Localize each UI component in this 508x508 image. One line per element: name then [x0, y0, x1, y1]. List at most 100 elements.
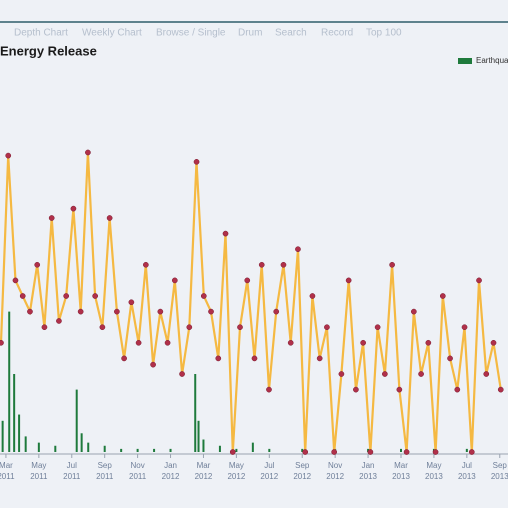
bar	[8, 311, 11, 452]
legend-swatch	[458, 58, 472, 64]
point	[418, 371, 424, 377]
point	[200, 293, 207, 299]
point	[396, 386, 403, 393]
point	[432, 449, 439, 455]
point	[367, 449, 374, 455]
x-tick-year: 2011	[0, 472, 15, 481]
point	[157, 308, 164, 315]
point	[454, 386, 461, 393]
bar	[1, 420, 4, 452]
bar	[194, 374, 197, 452]
point	[309, 293, 316, 299]
point	[77, 308, 84, 315]
point	[106, 215, 113, 221]
bar	[13, 374, 16, 452]
point	[287, 339, 294, 346]
x-tick-year: 2011	[63, 472, 81, 481]
bar	[268, 448, 271, 452]
point	[374, 324, 381, 331]
point	[237, 324, 243, 331]
point	[215, 355, 222, 362]
point	[490, 339, 497, 346]
point	[150, 361, 156, 368]
bar	[75, 389, 78, 452]
x-tick-year: 2013	[359, 472, 377, 481]
point	[41, 324, 48, 331]
point	[403, 449, 410, 455]
point	[389, 261, 395, 268]
point	[468, 449, 475, 455]
bar	[120, 448, 123, 452]
bar	[202, 439, 205, 452]
bar	[235, 448, 238, 452]
x-tick-label: Jul	[67, 461, 77, 470]
x-tick-label: Mar	[0, 461, 13, 470]
x-tick-label: Sep	[98, 461, 113, 470]
point	[229, 449, 236, 455]
x-tick-year: 2012	[326, 472, 344, 481]
point	[331, 449, 338, 455]
point	[251, 355, 258, 362]
point	[186, 324, 193, 331]
nav-tab[interactable]: Search	[275, 28, 307, 39]
x-tick-label: May	[426, 461, 441, 470]
point	[92, 293, 98, 299]
point	[208, 308, 214, 315]
x-tick-label: Jul	[264, 461, 274, 470]
x-tick-label: Mar	[197, 461, 211, 470]
x-tick-label: May	[229, 461, 244, 470]
point	[439, 293, 446, 299]
nav-tab[interactable]: Record	[321, 28, 353, 39]
x-tick-year: 2013	[458, 472, 476, 481]
line	[0, 152, 502, 453]
point	[382, 371, 388, 377]
x-tick-label: Jan	[362, 461, 375, 470]
nav-tab[interactable]: Drum	[238, 28, 262, 39]
x-tick-year: 2012	[260, 472, 278, 481]
point	[222, 230, 229, 237]
nav-tab[interactable]: Depth Chart	[14, 28, 68, 39]
point	[447, 355, 453, 362]
point	[19, 293, 26, 299]
nav-tab[interactable]: Weekly Chart	[82, 28, 142, 39]
point	[360, 339, 366, 346]
point	[142, 261, 149, 268]
point	[85, 149, 91, 156]
point	[266, 386, 272, 393]
bar	[54, 445, 57, 452]
nav-tab[interactable]: Browse / Single	[156, 28, 226, 39]
point	[258, 261, 265, 268]
point	[483, 371, 490, 377]
point	[164, 339, 171, 346]
point	[63, 293, 70, 299]
point	[280, 261, 287, 268]
point	[48, 215, 55, 221]
point	[497, 386, 504, 393]
point	[70, 205, 77, 212]
bar	[87, 442, 90, 452]
bar	[169, 448, 172, 452]
point	[171, 277, 178, 284]
bar	[24, 436, 27, 452]
bar	[37, 442, 40, 452]
point	[476, 277, 482, 284]
point	[0, 339, 4, 346]
x-tick-year: 2013	[491, 472, 508, 481]
nav-tab[interactable]: Top 100	[366, 28, 402, 39]
x-tick-label: Nov	[131, 461, 145, 470]
point	[425, 339, 432, 346]
x-tick-label: Nov	[328, 461, 342, 470]
point	[128, 299, 135, 306]
x-tick-year: 2011	[30, 472, 48, 481]
x-tick-year: 2012	[293, 472, 311, 481]
x-tick-label: Mar	[394, 461, 408, 470]
x-tick-year: 2012	[227, 472, 245, 481]
x-tick-label: Jul	[462, 461, 472, 470]
point	[302, 449, 309, 455]
bar	[103, 445, 106, 452]
point	[179, 371, 185, 377]
x-tick-label: May	[31, 461, 46, 470]
x-tick-year: 2013	[392, 472, 410, 481]
point	[324, 324, 330, 331]
